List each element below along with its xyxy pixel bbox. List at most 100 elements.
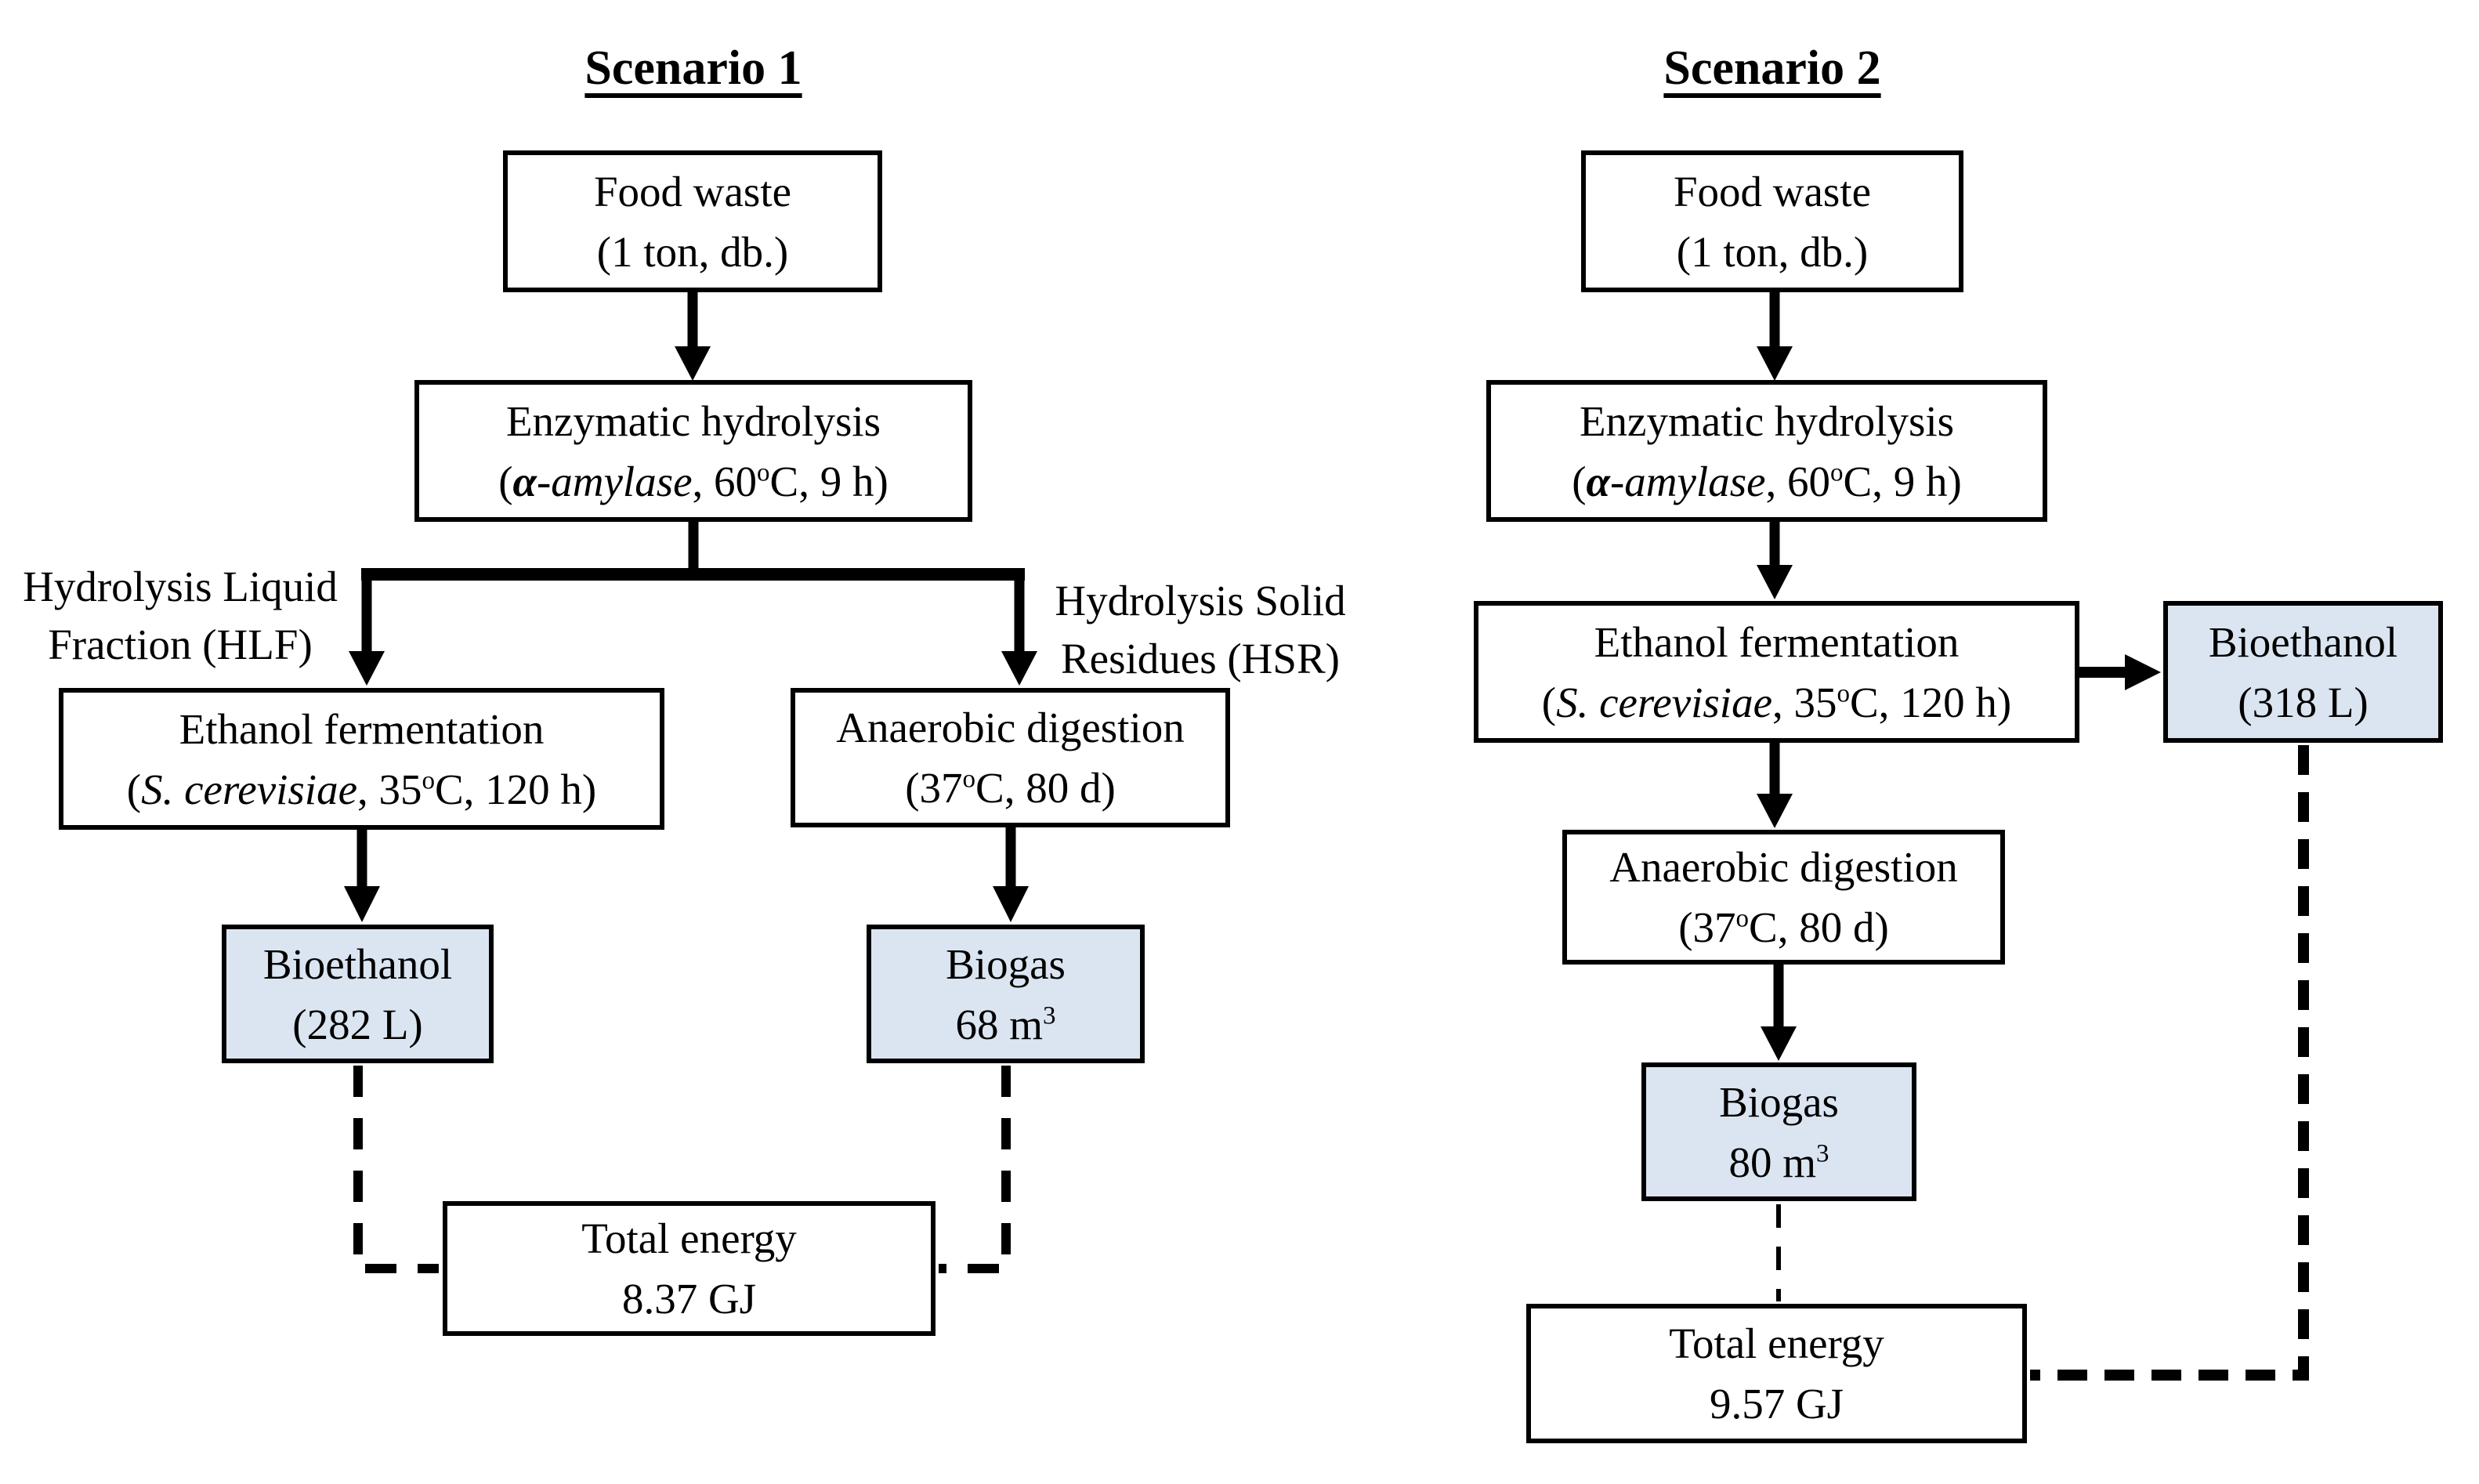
- text-seg: , 35: [356, 765, 422, 813]
- s1-hlf-branch-label: Hydrolysis Liquid Fraction (HLF): [8, 558, 353, 675]
- text-seg: C, 120 h): [434, 765, 597, 813]
- s2-biogas-line1: Biogas: [1719, 1077, 1839, 1126]
- s2-food-waste-box: Food waste (1 ton, db.): [1581, 150, 1963, 292]
- s2-total-line1: Total energy: [1669, 1319, 1884, 1367]
- s1-hsr-branch-label: Hydrolysis Solid Residues (HSR): [1036, 572, 1365, 689]
- s2-enzymatic-line1: Enzymatic hydrolysis: [1579, 396, 1955, 445]
- text-seg: (: [1572, 457, 1587, 505]
- s1-biogas-line2: 68 m3: [955, 994, 1055, 1055]
- s2-ethanol-line2: (S. cerevisiae, 35oC, 120 h): [1542, 672, 2011, 733]
- text-seg: C, 80 d): [1749, 903, 1889, 951]
- text-seg: , 35: [1771, 678, 1837, 726]
- alpha-symbol: α: [512, 457, 537, 505]
- s1-enzymatic-line2: (α-amylase, 60oC, 9 h): [498, 451, 888, 512]
- s2-enzymatic-hydrolysis-box: Enzymatic hydrolysis (α-amylase, 60oC, 9…: [1486, 380, 2047, 522]
- s2-arrow-enzymatic-to-ethanol-head: [1757, 565, 1793, 599]
- text-seg: , 60: [692, 457, 758, 505]
- s1-anaerobic-line2: (37oC, 80 d): [905, 758, 1116, 818]
- s1-branch-left-arrowhead: [349, 651, 385, 686]
- text-seg: (: [1541, 678, 1557, 726]
- text-seg: C, 9 h): [769, 457, 888, 505]
- s1-ethanol-fermentation-box: Ethanol fermentation (S. cerevisiae, 35o…: [59, 688, 664, 830]
- alpha-symbol: α: [1586, 457, 1610, 505]
- degree-superscript: o: [1837, 679, 1850, 708]
- s1-arrow-foodwaste-to-enzymatic-head: [675, 346, 711, 381]
- text-seg: (37: [1678, 903, 1736, 951]
- text-seg: 80 m: [1728, 1138, 1817, 1186]
- scenario2-title-text: Scenario 2: [1663, 42, 1881, 95]
- s2-arrow-foodwaste-to-enzymatic-head: [1757, 346, 1793, 381]
- s1-total-energy-box: Total energy 8.37 GJ: [443, 1201, 936, 1336]
- s1-food-waste-line1: Food waste: [593, 167, 792, 215]
- text-seg: , 60: [1765, 457, 1831, 505]
- s1-biogas-result-box: Biogas 68 m3: [867, 925, 1145, 1063]
- s2-arrow-ethanol-to-bioethanol-head: [2125, 654, 2161, 690]
- species-name: S. cerevisiae: [141, 765, 357, 813]
- degree-superscript: o: [422, 766, 435, 795]
- degree-superscript: o: [1830, 458, 1844, 487]
- s2-anaerobic-line2: (37oC, 80 d): [1678, 897, 1889, 957]
- s1-hsr-line1: Hydrolysis Solid: [1055, 577, 1346, 624]
- s2-arrow-ethanol-to-anaerobic-head: [1757, 794, 1793, 828]
- s1-arrow-anaerobic-to-biogas-head: [993, 886, 1029, 922]
- degree-superscript: o: [757, 458, 770, 487]
- s2-total-line2: 9.57 GJ: [1709, 1380, 1844, 1428]
- s1-bioethanol-line2: (282 L): [292, 1000, 423, 1048]
- s1-biogas-line1: Biogas: [946, 939, 1066, 988]
- s2-bioethanol-line2: (318 L): [2238, 678, 2369, 726]
- cubed-superscript: 3: [1043, 1001, 1056, 1030]
- s1-enzymatic-line1: Enzymatic hydrolysis: [505, 396, 881, 445]
- s1-arrow-ethanol-to-bioethanol-head: [344, 886, 380, 922]
- s1-dashed-bioethanol-to-total: [353, 1066, 439, 1273]
- s1-anaerobic-line1: Anaerobic digestion: [836, 704, 1185, 751]
- s1-bioethanol-line1: Bioethanol: [262, 939, 453, 988]
- s2-bioethanol-line1: Bioethanol: [2208, 617, 2398, 666]
- species-name: S. cerevisiae: [1556, 678, 1772, 726]
- s1-food-waste-box: Food waste (1 ton, db.): [503, 150, 882, 292]
- s1-hlf-line2: Fraction (HLF): [48, 621, 313, 669]
- s2-arrow-anaerobic-to-biogas-head: [1761, 1026, 1797, 1061]
- s1-dashed-biogas-to-total: [939, 1066, 1011, 1273]
- scenario2-title: Scenario 2: [1576, 41, 1968, 96]
- s1-hlf-line1: Hydrolysis Liquid: [23, 563, 338, 610]
- s2-anaerobic-digestion-box: Anaerobic digestion (37oC, 80 d): [1562, 830, 2005, 965]
- s1-enzymatic-hydrolysis-box: Enzymatic hydrolysis (α-amylase, 60oC, 9…: [414, 380, 972, 522]
- degree-superscript: o: [1735, 904, 1750, 933]
- s1-ethanol-line2: (S. cerevisiae, 35oC, 120 h): [127, 759, 596, 820]
- s2-food-waste-line2: (1 ton, db.): [1676, 227, 1869, 276]
- s2-ethanol-line1: Ethanol fermentation: [1594, 617, 1960, 666]
- s2-dashed-bioethanol-to-total: [2030, 745, 2309, 1381]
- s1-anaerobic-digestion-box: Anaerobic digestion (37oC, 80 d): [791, 688, 1230, 827]
- s2-biogas-line2: 80 m3: [1728, 1132, 1829, 1193]
- cubed-superscript: 3: [1816, 1139, 1829, 1168]
- s1-total-line2: 8.37 GJ: [621, 1275, 757, 1323]
- s2-enzymatic-line2: (α-amylase, 60oC, 9 h): [1572, 451, 1962, 512]
- s1-total-line1: Total energy: [581, 1214, 797, 1262]
- s1-food-waste-line2: (1 ton, db.): [596, 227, 789, 276]
- s2-food-waste-line1: Food waste: [1673, 167, 1872, 215]
- text-seg: 68 m: [955, 1000, 1044, 1048]
- text-seg: C, 120 h): [1849, 678, 2012, 726]
- scenario1-title-text: Scenario 1: [584, 42, 802, 95]
- s1-connectors: [344, 291, 1037, 1273]
- enzyme-name: -amylase: [536, 457, 693, 505]
- text-seg: (37: [905, 764, 963, 812]
- s1-bioethanol-result-box: Bioethanol (282 L): [222, 925, 494, 1063]
- s1-ethanol-line1: Ethanol fermentation: [179, 704, 545, 753]
- text-seg: C, 80 d): [975, 764, 1116, 812]
- degree-superscript: o: [962, 765, 976, 794]
- enzyme-name: -amylase: [1609, 457, 1766, 505]
- s1-branch-right-arrowhead: [1001, 651, 1037, 686]
- text-seg: (: [498, 457, 513, 505]
- s2-connectors: [1757, 291, 2309, 1381]
- text-seg: (: [126, 765, 142, 813]
- s1-hsr-line2: Residues (HSR): [1061, 635, 1340, 683]
- s2-biogas-result-box: Biogas 80 m3: [1641, 1062, 1916, 1201]
- s2-anaerobic-line1: Anaerobic digestion: [1609, 843, 1958, 891]
- text-seg: C, 9 h): [1843, 457, 1962, 505]
- s2-bioethanol-result-box: Bioethanol (318 L): [2163, 601, 2443, 743]
- s2-total-energy-box: Total energy 9.57 GJ: [1526, 1304, 2027, 1443]
- s2-ethanol-fermentation-box: Ethanol fermentation (S. cerevisiae, 35o…: [1474, 601, 2079, 743]
